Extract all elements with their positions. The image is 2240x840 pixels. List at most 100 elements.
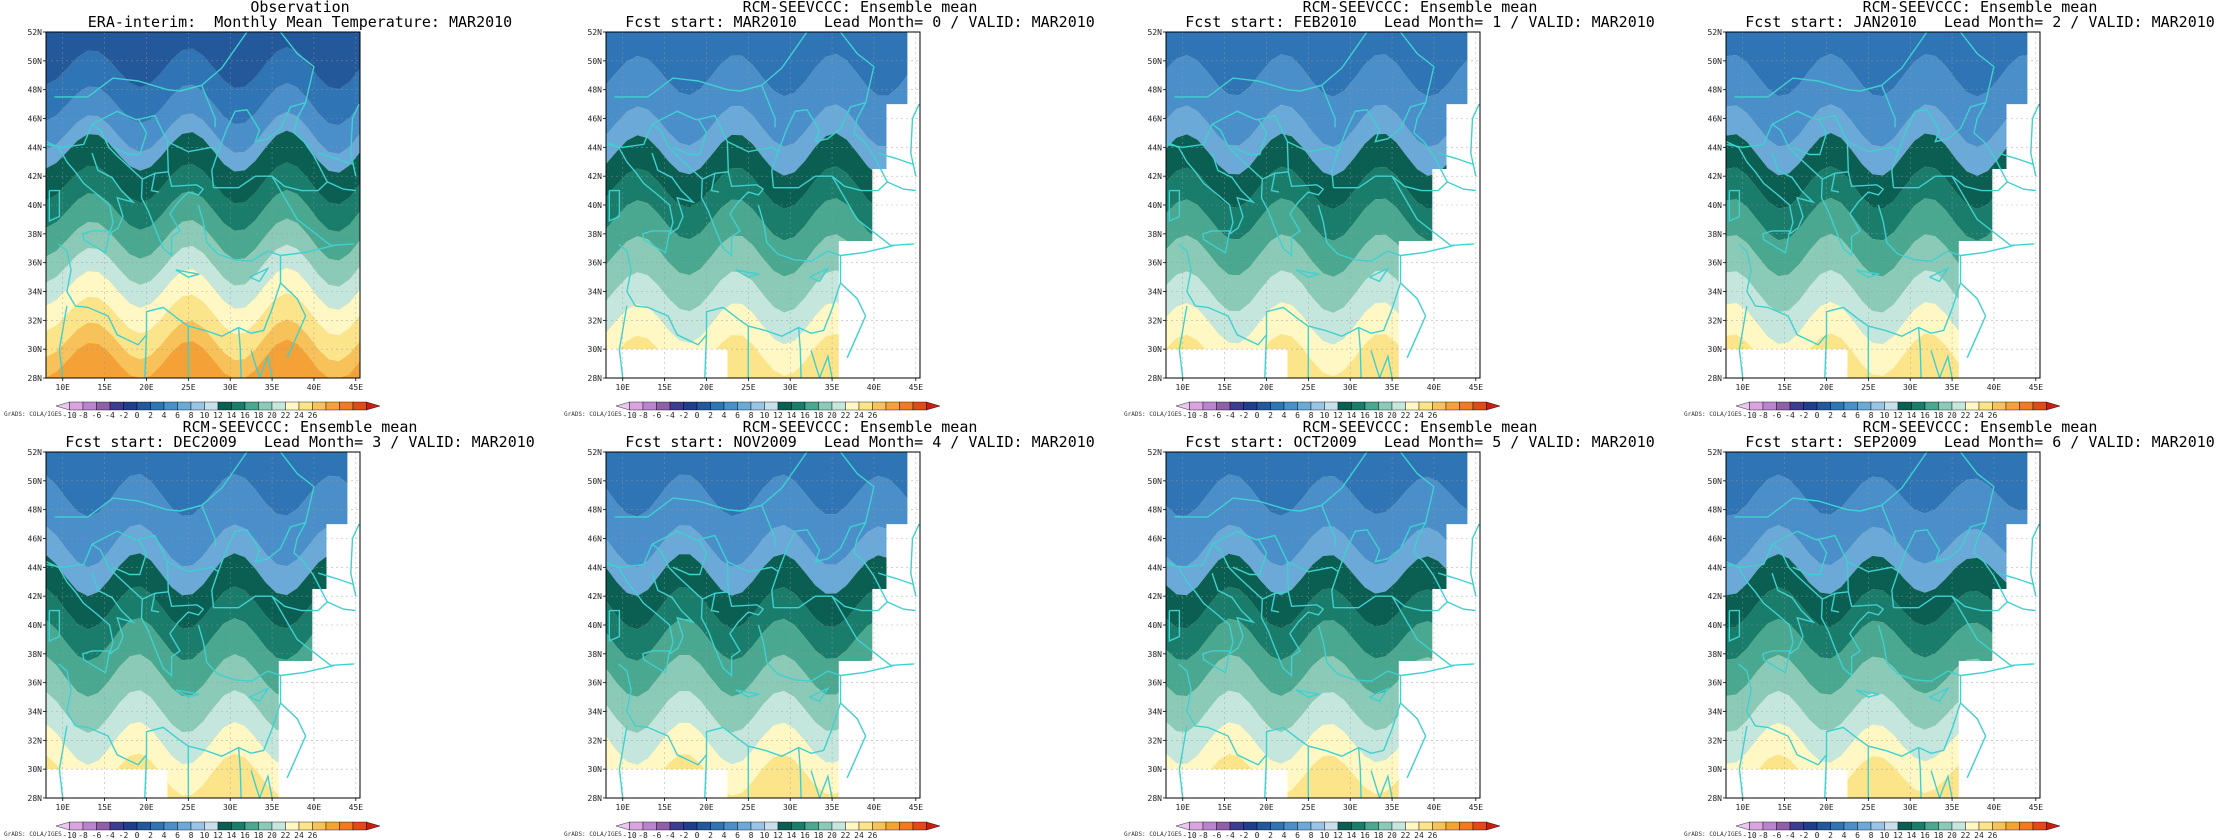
panel-subtitle: Fcst start: SEP2009 Lead Month= 6 / VALI… (1745, 433, 2215, 451)
colorbar-label: 16 (1360, 831, 1370, 840)
lon-tick-label: 10E (56, 383, 71, 392)
lat-tick-label: 40N (1708, 201, 1723, 210)
lat-tick-label: 48N (28, 506, 43, 515)
colorbar-label: 16 (240, 831, 250, 840)
lon-tick-label: 40E (307, 383, 322, 392)
colorbar-label: 8 (1869, 411, 1874, 420)
lat-tick-label: 52N (1148, 448, 1163, 457)
lon-tick-label: 35E (825, 383, 840, 392)
lat-tick-label: 46N (588, 535, 603, 544)
coastlines (606, 452, 920, 798)
colorbar-label: 2 (1828, 831, 1833, 840)
map-panel-lead0: RCM-SEEVCCC: Ensemble mean Fcst start: MA… (560, 0, 1120, 420)
map-panel-lead1: RCM-SEEVCCC: Ensemble mean Fcst start: FE… (1120, 0, 1680, 420)
colorbar-label: -4 (1225, 411, 1235, 420)
lat-tick-label: 36N (588, 679, 603, 688)
colorbar-label: -8 (78, 411, 88, 420)
lat-tick-label: 32N (588, 316, 603, 325)
map-canvas: 52N 50N 48N 46N 44N 42N 40N 38N 36N 34N 32N 30N 28N 1… (1684, 448, 2061, 840)
coastlines (606, 32, 920, 378)
lat-tick-label: 44N (28, 563, 43, 572)
colorbar-label: -8 (1198, 411, 1208, 420)
lon-tick-label: 30E (1343, 383, 1358, 392)
colorbar-label: 10 (1320, 831, 1330, 840)
map-panel-lead2: RCM-SEEVCCC: Ensemble mean Fcst start: JA… (1680, 0, 2240, 420)
colorbar-label: 26 (308, 831, 318, 840)
map-panel-lead6: RCM-SEEVCCC: Ensemble mean Fcst start: SE… (1680, 420, 2240, 840)
coastlines (1726, 452, 2040, 798)
colorbar-label: -6 (92, 831, 102, 840)
lat-tick-label: 52N (588, 448, 603, 457)
colorbar: -10 -8 -6 -4 -2 0 2 4 6 8 10 12 14 16 18 20 22 24 26 (1735, 401, 2061, 420)
lat-tick-label: 38N (588, 230, 603, 239)
lon-tick-label: 25E (1301, 383, 1316, 392)
colorbar-label: 20 (1947, 831, 1957, 840)
colorbar-label: -6 (92, 411, 102, 420)
lat-tick-label: 32N (1148, 736, 1163, 745)
colorbar-label: 8 (749, 411, 754, 420)
panel-title: RCM-SEEVCCC: Ensemble mean (1862, 0, 2098, 16)
colorbar-label: 14 (787, 831, 797, 840)
lon-tick-label: 35E (825, 803, 840, 812)
lon-tick-label: 40E (867, 803, 882, 812)
lat-tick-label: 52N (28, 28, 43, 37)
colorbar-label: 18 (1934, 411, 1944, 420)
colorbar-label: -4 (105, 831, 115, 840)
lon-tick-label: 20E (699, 383, 714, 392)
colorbar: -10 -8 -6 -4 -2 0 2 4 6 8 10 12 14 16 18 20 22 24 26 (615, 821, 941, 840)
map-panel-obs: Observation ERA-interim: Monthly Mean Tem… (0, 0, 560, 420)
panel-subtitle: Fcst start: JAN2010 Lead Month= 2 / VALI… (1745, 13, 2215, 31)
lat-tick-label: 28N (28, 794, 43, 803)
colorbar-label: 10 (760, 831, 770, 840)
lat-tick-label: 44N (588, 563, 603, 572)
map-canvas: 52N 50N 48N 46N 44N 42N 40N 38N 36N 34N 32N 30N 28N 1… (1124, 28, 1501, 420)
lat-tick-label: 38N (1148, 650, 1163, 659)
lon-tick-label: 45E (1469, 803, 1484, 812)
coastlines (1166, 452, 1480, 798)
no-data-region (1166, 349, 1288, 378)
colorbar-label: -2 (1799, 831, 1809, 840)
grads-credit: GrADS: COLA/IGES (4, 831, 62, 838)
colorbar-label: 24 (854, 831, 864, 840)
no-data-region (1166, 769, 1288, 798)
lon-tick-label: 15E (97, 803, 112, 812)
lat-tick-label: 30N (588, 345, 603, 354)
lat-tick-label: 30N (1708, 345, 1723, 354)
colorbar-label: -6 (652, 411, 662, 420)
no-data-region (1726, 349, 1848, 378)
colorbar-label: 10 (760, 411, 770, 420)
colorbar: -10 -8 -6 -4 -2 0 2 4 6 8 10 12 14 16 18 20 22 24 26 (1175, 821, 1501, 840)
panel-title: RCM-SEEVCCC: Ensemble mean (742, 0, 978, 16)
lat-tick-label: 34N (1148, 288, 1163, 297)
temperature-field (1726, 452, 2040, 798)
colorbar-label: 12 (773, 831, 783, 840)
lon-tick-label: 25E (741, 803, 756, 812)
lat-tick-label: 36N (1708, 259, 1723, 268)
colorbar-label: 12 (213, 831, 223, 840)
colorbar-label: -4 (665, 411, 675, 420)
lat-tick-label: 40N (1148, 621, 1163, 630)
colorbar-label: 2 (148, 831, 153, 840)
colorbar-label: 8 (1309, 831, 1314, 840)
lat-tick-label: 40N (1708, 621, 1723, 630)
colorbar-label: 16 (1360, 411, 1370, 420)
lon-tick-label: 25E (1861, 803, 1876, 812)
colorbar-label: 16 (240, 411, 250, 420)
colorbar-label: 18 (814, 411, 824, 420)
colorbar-label: 10 (1880, 411, 1890, 420)
lat-tick-label: 40N (588, 201, 603, 210)
colorbar-label: 4 (162, 831, 167, 840)
colorbar-label: 14 (1907, 411, 1917, 420)
colorbar-label: -4 (1785, 831, 1795, 840)
lon-tick-label: 10E (1176, 803, 1191, 812)
colorbar-label: 10 (200, 411, 210, 420)
lat-tick-label: 38N (588, 650, 603, 659)
panel-title: RCM-SEEVCCC: Ensemble mean (1302, 418, 1538, 436)
lon-tick-label: 40E (1987, 803, 2002, 812)
no-data-region (838, 32, 920, 378)
colorbar-label: 2 (1268, 411, 1273, 420)
lat-tick-label: 36N (1708, 679, 1723, 688)
colorbar-label: 22 (1961, 411, 1971, 420)
lon-tick-label: 20E (699, 803, 714, 812)
colorbar-label: 22 (841, 831, 851, 840)
